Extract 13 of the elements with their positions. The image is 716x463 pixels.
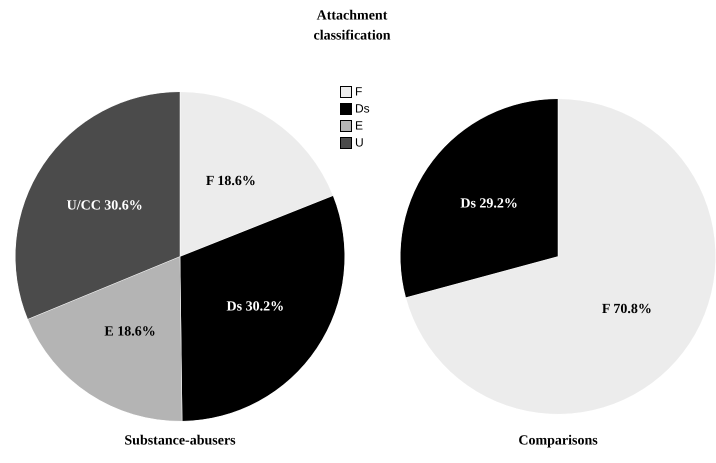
data-label: E 18.6% — [104, 324, 156, 340]
legend-label: U — [355, 135, 364, 150]
slice-label: Ds 29.2% — [460, 196, 518, 212]
legend-title: Attachment classification — [314, 8, 391, 44]
legend-label: E — [355, 118, 364, 132]
data-label: F 18.6% — [206, 174, 256, 190]
data-label: Ds 30.2% — [226, 300, 284, 315]
slice-label: F 70.8% — [602, 302, 652, 317]
data-label: U/CC 30.6% — [66, 198, 143, 214]
text: Substance-abusers — [124, 434, 236, 449]
legend-label: Ds — [355, 101, 370, 116]
text: Comparisons — [518, 434, 598, 449]
legend-label: F — [355, 84, 362, 98]
